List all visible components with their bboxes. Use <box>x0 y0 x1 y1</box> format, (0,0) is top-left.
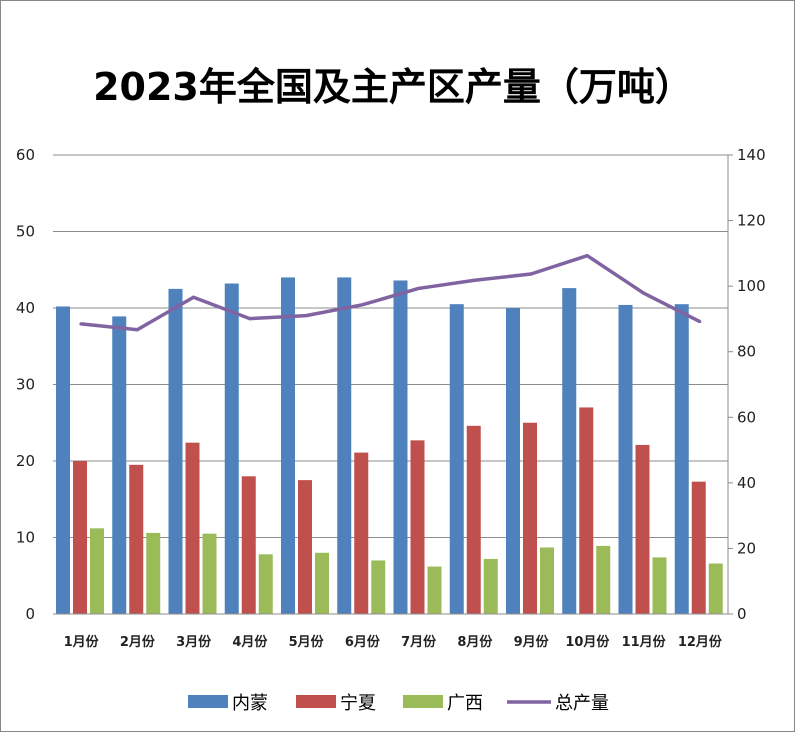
x-tick-label: 10月份 <box>565 634 610 650</box>
bar-宁夏 <box>691 481 706 614</box>
x-tick-label: 3月份 <box>176 634 212 650</box>
y-left-tick-label: 40 <box>16 299 35 317</box>
bar-广西 <box>258 554 273 614</box>
line-point <box>304 314 308 318</box>
bar-宁夏 <box>129 464 144 614</box>
y-right-tick-label: 120 <box>737 212 766 230</box>
y-left-tick-label: 30 <box>16 376 35 394</box>
x-tick-label: 9月份 <box>514 634 550 650</box>
bar-广西 <box>315 552 329 614</box>
y-right-tick-label: 80 <box>737 343 756 361</box>
line-point <box>641 291 646 295</box>
bar-内蒙 <box>56 306 70 614</box>
bar-宁夏 <box>298 480 312 614</box>
bar-内蒙 <box>281 277 295 614</box>
bar-广西 <box>146 532 161 614</box>
x-tick-label: 1月份 <box>64 634 100 650</box>
legend-label: 总产量 <box>555 693 609 714</box>
bar-广西 <box>596 545 611 614</box>
y-left-tick-label: 0 <box>25 605 35 623</box>
y-right-tick-label: 140 <box>737 146 766 164</box>
legend-label: 宁夏 <box>340 693 376 714</box>
x-tick-label: 7月份 <box>401 634 437 650</box>
bar-宁夏 <box>410 440 425 614</box>
y-left-tick-label: 10 <box>16 529 35 547</box>
bar-内蒙 <box>112 316 127 614</box>
bar-内蒙 <box>506 308 520 614</box>
line-point <box>79 322 83 326</box>
line-point <box>191 295 196 299</box>
line-point <box>529 272 533 276</box>
bar-宁夏 <box>635 444 650 614</box>
line-point <box>360 303 364 307</box>
bar-内蒙 <box>674 304 689 614</box>
y-left-tick-label: 20 <box>16 452 35 470</box>
x-tick-label: 12月份 <box>678 634 723 650</box>
bar-广西 <box>427 566 442 614</box>
y-right-tick-label: 0 <box>737 605 747 623</box>
x-tick-label: 4月份 <box>232 634 268 650</box>
bar-宁夏 <box>354 452 369 614</box>
bar-内蒙 <box>618 304 633 614</box>
bar-宁夏 <box>73 461 87 614</box>
line-总产量 <box>80 253 701 332</box>
x-tick-label: 2月份 <box>120 634 156 650</box>
bar-广西 <box>202 533 217 614</box>
legend-label: 内蒙 <box>232 693 268 714</box>
x-tick-label: 11月份 <box>622 634 667 650</box>
bar-宁夏 <box>241 476 256 614</box>
legend-swatch <box>188 695 228 708</box>
x-tick-label: 8月份 <box>457 634 493 650</box>
line-point <box>416 286 421 291</box>
bar-广西 <box>483 558 498 614</box>
bar-广西 <box>540 547 554 614</box>
bar-广西 <box>708 563 723 614</box>
bar-广西 <box>652 557 667 614</box>
bar-广西 <box>90 528 104 614</box>
bar-宁夏 <box>523 422 537 614</box>
y-right-tick-label: 40 <box>737 474 756 492</box>
bar-宁夏 <box>185 442 200 614</box>
x-tick-label: 5月份 <box>289 634 325 650</box>
bar-内蒙 <box>168 288 183 614</box>
line-point <box>585 254 589 258</box>
bar-广西 <box>371 560 386 614</box>
line-point <box>135 328 139 332</box>
legend-swatch <box>296 695 336 708</box>
bar-内蒙 <box>393 280 408 614</box>
bar-宁夏 <box>579 407 594 614</box>
bar-宁夏 <box>466 425 481 614</box>
y-left-tick-label: 60 <box>16 146 35 164</box>
y-right-tick-label: 60 <box>737 408 756 426</box>
line-point <box>698 319 702 324</box>
bar-内蒙 <box>224 283 239 614</box>
chart-title: 2023年全国及主产区产量（万吨） <box>93 65 693 109</box>
x-tick-label: 6月份 <box>345 634 381 650</box>
y-right-tick-label: 100 <box>737 277 766 295</box>
bar-内蒙 <box>562 288 577 614</box>
y-left-tick-label: 50 <box>16 223 35 241</box>
y-right-tick-label: 20 <box>737 539 756 557</box>
legend-swatch <box>403 695 443 708</box>
line-point <box>248 317 252 321</box>
line-point <box>473 278 477 282</box>
bar-内蒙 <box>337 277 352 614</box>
legend-label: 广西 <box>447 693 483 714</box>
bar-内蒙 <box>449 304 464 614</box>
